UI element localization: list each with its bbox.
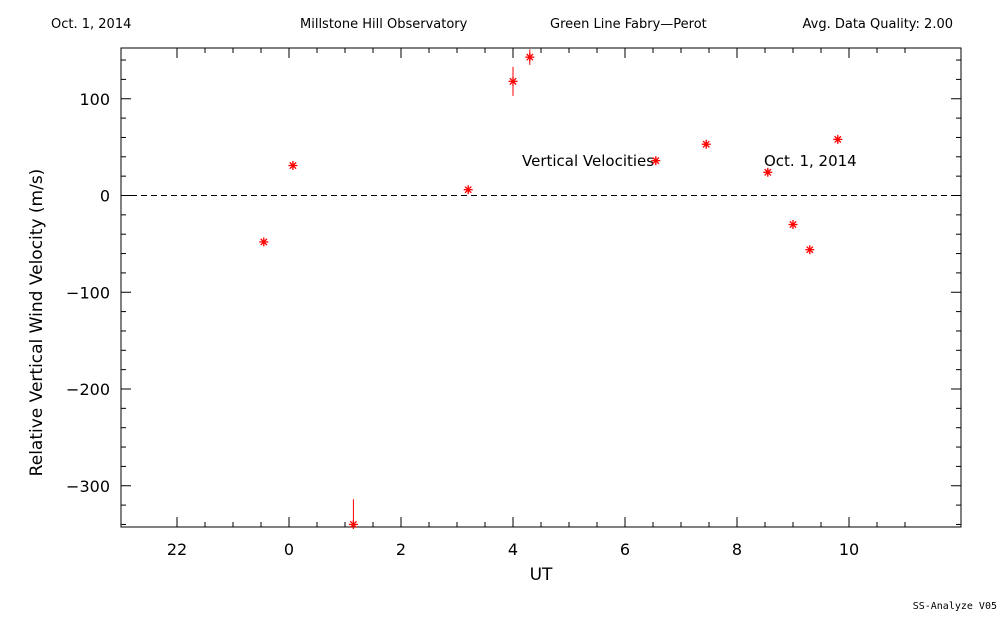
data-point xyxy=(805,245,815,255)
marker-stroke xyxy=(526,53,534,61)
y-tick-label: −200 xyxy=(66,380,110,399)
y-tick-label: 0 xyxy=(100,187,110,206)
data-point xyxy=(833,134,843,144)
marker-stroke xyxy=(806,246,814,254)
y-tick-label: 100 xyxy=(79,90,110,109)
data-point xyxy=(463,185,473,195)
y-tick-label: −300 xyxy=(66,477,110,496)
x-axis-label: UT xyxy=(530,565,553,585)
data-point xyxy=(508,76,518,86)
data-point xyxy=(763,167,773,177)
marker-stroke xyxy=(764,168,772,176)
header-instrument: Green Line Fabry—Perot xyxy=(550,17,707,32)
header-date: Oct. 1, 2014 xyxy=(51,17,132,32)
annotation-vertical-velocities: Vertical Velocities xyxy=(522,152,654,170)
annotation-date: Oct. 1, 2014 xyxy=(764,152,857,170)
marker-stroke xyxy=(652,157,660,165)
data-point xyxy=(259,237,269,247)
data-point xyxy=(525,52,535,62)
x-tick-label: 2 xyxy=(396,540,406,559)
marker-stroke xyxy=(789,220,797,229)
marker-stroke xyxy=(834,135,842,143)
data-point xyxy=(651,156,661,166)
x-tick-label: 10 xyxy=(839,540,859,559)
x-tick-label: 0 xyxy=(284,540,294,559)
y-axis-label: Relative Vertical Wind Velocity (m/s) xyxy=(27,169,47,477)
x-tick-label: 22 xyxy=(167,540,187,559)
x-tick-label: 6 xyxy=(620,540,630,559)
footer-version: SS-Analyze V05 xyxy=(912,601,997,612)
x-tick-label: 4 xyxy=(508,540,518,559)
data-point xyxy=(288,161,298,171)
data-point xyxy=(701,139,711,149)
data-point xyxy=(348,519,358,529)
marker-stroke xyxy=(289,161,297,170)
header-quality: Avg. Data Quality: 2.00 xyxy=(802,17,953,32)
data-point xyxy=(788,220,798,230)
x-tick-label: 8 xyxy=(732,540,742,559)
header-observatory: Millstone Hill Observatory xyxy=(300,17,468,32)
marker-stroke xyxy=(464,186,472,194)
marker-stroke xyxy=(349,520,358,529)
marker-stroke xyxy=(702,140,710,148)
y-tick-label: −100 xyxy=(66,283,110,302)
marker-stroke xyxy=(509,77,517,85)
plot-frame xyxy=(120,47,962,528)
marker-stroke xyxy=(260,238,268,246)
